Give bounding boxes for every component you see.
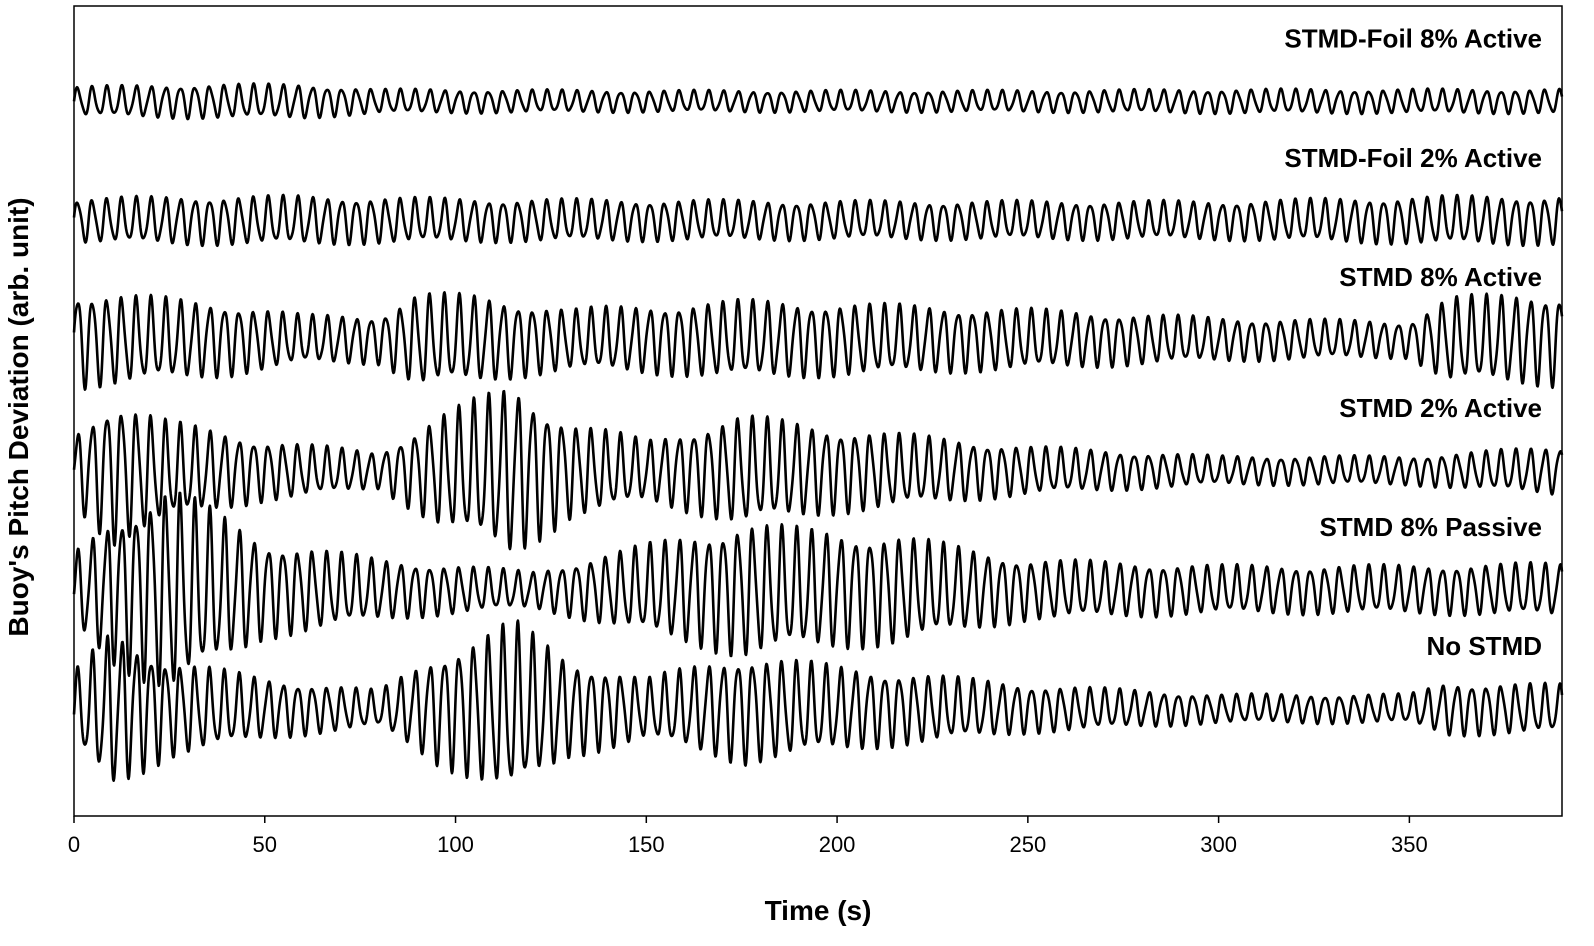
series-line <box>72 82 1564 121</box>
x-tick-label: 50 <box>253 832 277 857</box>
x-tick-label: 300 <box>1200 832 1237 857</box>
series-line <box>72 491 1564 688</box>
series-line <box>72 389 1564 551</box>
series-label: STMD-Foil 8% Active <box>1284 24 1542 54</box>
plot-area <box>73 5 1563 817</box>
x-axis-ticks: 0 50 100 150 200 250 300 350 <box>68 816 1428 857</box>
plot-frame <box>73 5 1563 817</box>
series-line <box>72 193 1564 248</box>
y-axis-title: Buoy's Pitch Deviation (arb. unit) <box>3 197 34 636</box>
series-group <box>72 82 1564 782</box>
series-label: STMD 2% Active <box>1339 393 1542 423</box>
series-line <box>72 619 1564 782</box>
series-label: STMD-Foil 2% Active <box>1284 143 1542 173</box>
x-tick-label: 100 <box>437 832 474 857</box>
x-tick-label: 200 <box>819 832 856 857</box>
x-tick-label: 350 <box>1391 832 1428 857</box>
series-labels: STMD-Foil 8% Active STMD-Foil 2% Active ST… <box>1284 24 1542 661</box>
series-label: STMD 8% Passive <box>1319 512 1542 542</box>
x-tick-label: 0 <box>68 832 80 857</box>
series-label: STMD 8% Active <box>1339 262 1542 292</box>
x-tick-label: 250 <box>1009 832 1046 857</box>
x-axis-title: Time (s) <box>765 895 872 926</box>
series-line <box>72 291 1564 391</box>
x-tick-label: 150 <box>628 832 665 857</box>
series-label: No STMD <box>1426 631 1542 661</box>
